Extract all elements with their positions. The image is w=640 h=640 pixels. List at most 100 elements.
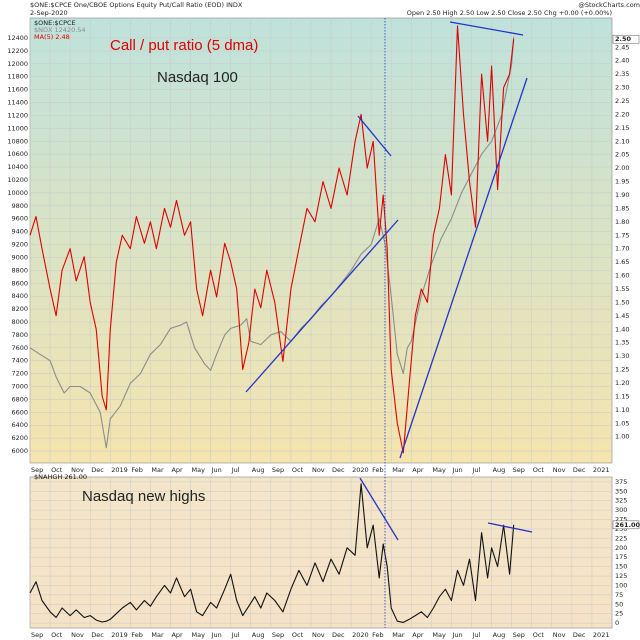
x-tick-label: Oct	[292, 631, 304, 639]
x-tick-label: Aug	[252, 631, 265, 639]
date: 2-Sep-2020	[30, 9, 68, 17]
x-tick-label: Apr	[171, 466, 183, 474]
y2-tick-label: 1.30	[615, 352, 629, 360]
legend-entry: MA(5) 2.48	[34, 33, 70, 41]
credit: @StockCharts.com	[578, 1, 640, 9]
series-line	[29, 25, 515, 454]
x-tick-label: Sep	[513, 466, 525, 474]
y-tick-label: 275	[615, 516, 627, 524]
y2-tick-label: 1.00	[615, 433, 629, 441]
x-tick-label: Sep	[31, 631, 43, 639]
x-tick-label: 2020	[352, 631, 369, 639]
y-tick-label: 150	[615, 563, 627, 571]
y-tick-label: 9800	[11, 202, 28, 210]
x-tick-label: Jul	[472, 631, 481, 639]
series-line	[29, 36, 515, 449]
y2-tick-label: 2.45	[615, 43, 629, 51]
x-tick-label: May	[432, 631, 446, 639]
x-tick-label: Mar	[151, 466, 164, 474]
y-tick-label: 10000	[7, 189, 28, 197]
x-tick-label: Feb	[372, 466, 384, 474]
x-tick-label: Sep	[272, 631, 284, 639]
y-tick-label: 10600	[7, 150, 28, 158]
y2-tick-label: 1.10	[615, 406, 629, 414]
trend-line	[449, 21, 524, 36]
x-tick-label: Nov	[312, 631, 325, 639]
y2-tick-label: 1.40	[615, 325, 629, 333]
y2-tick-label: 1.25	[615, 366, 629, 374]
trend-line	[399, 77, 528, 459]
y-tick-label: 7400	[11, 357, 28, 365]
y2-tick-label: 1.65	[615, 258, 629, 266]
x-tick-label: Jul	[231, 466, 240, 474]
x-tick-label: 2019	[111, 466, 128, 474]
x-tick-label: Apr	[171, 631, 183, 639]
x-tick-label: Apr	[412, 466, 424, 474]
y2-tick-label: 2.40	[615, 57, 629, 65]
y2-tick-label: 2.05	[615, 151, 629, 159]
trend-line	[359, 477, 399, 541]
x-tick-label: Jun	[451, 631, 462, 639]
y2-tick-label: 2.25	[615, 97, 629, 105]
x-tick-label: Mar	[392, 631, 405, 639]
y-tick-label: 175	[615, 553, 627, 561]
y-tick-label: 11400	[7, 99, 28, 107]
y2-tick-label: 1.55	[615, 285, 629, 293]
y-tick-label: 9600	[11, 215, 28, 223]
x-tick-label: Aug	[252, 466, 265, 474]
x-tick-label: Sep	[272, 466, 284, 474]
y2-tick-label: 1.95	[615, 178, 629, 186]
y-tick-label: 8800	[11, 266, 28, 274]
y-tick-label: 75	[615, 591, 623, 599]
last-badge	[612, 34, 640, 44]
x-tick-label: Dec	[573, 631, 586, 639]
x-tick-label: Sep	[31, 466, 43, 474]
y-tick-label: 50	[615, 600, 623, 608]
x-tick-label: Mar	[392, 466, 405, 474]
chart-title: $ONE:$CPCE One/CBOE Options Equity Put/C…	[30, 1, 243, 9]
y2-tick-label: 1.75	[615, 231, 629, 239]
y-tick-label: 7000	[11, 383, 28, 391]
x-tick-label: Aug	[493, 466, 506, 474]
y2-tick-label: 2.20	[615, 110, 629, 118]
y-tick-label: 6200	[11, 434, 28, 442]
y-tick-label: 7600	[11, 344, 28, 352]
y2-tick-label: 1.05	[615, 419, 629, 427]
y2-tick-label: 1.80	[615, 218, 629, 226]
x-tick-label: Aug	[493, 631, 506, 639]
x-tick-label: Sep	[513, 631, 525, 639]
x-tick-label: Oct	[51, 631, 63, 639]
x-tick-label: Jun	[451, 466, 462, 474]
x-tick-label: Dec	[91, 466, 104, 474]
y-tick-label: 6000	[11, 447, 28, 455]
y-tick-label: 11000	[7, 124, 28, 132]
y-tick-label: 0	[615, 619, 619, 627]
x-tick-label: Nov	[71, 631, 84, 639]
trend-line	[487, 522, 533, 533]
x-tick-label: May	[432, 466, 446, 474]
y2-tick-label: 1.85	[615, 204, 629, 212]
y-tick-label: 350	[615, 487, 627, 495]
trend-lines	[245, 21, 533, 541]
legend-title: $ONE:$CPCE	[34, 19, 76, 27]
top-panel	[29, 17, 613, 464]
x-tick-label: Nov	[553, 631, 566, 639]
x-tick-label: 2020	[352, 466, 369, 474]
quote: Open 2.50 High 2.50 Low 2.50 Close 2.50 …	[407, 9, 612, 17]
y-tick-label: 10800	[7, 137, 28, 145]
y-tick-label: 9000	[11, 253, 28, 261]
x-tick-label: Oct	[292, 466, 304, 474]
y-tick-label: 6400	[11, 421, 28, 429]
x-tick-label: Dec	[332, 466, 345, 474]
x-tick-label: Jun	[211, 631, 222, 639]
y-tick-label: 10200	[7, 176, 28, 184]
y2-tick-label: 1.45	[615, 312, 629, 320]
x-tick-label: May	[192, 466, 206, 474]
y2-tick-label: 1.50	[615, 298, 629, 306]
annotation: Call / put ratio (5 dma)	[110, 37, 258, 54]
x-tick-label: Dec	[573, 466, 586, 474]
legend-entry: $NAHGH 261.00	[34, 473, 87, 481]
x-tick-label: Nov	[312, 466, 325, 474]
x-tick-label: Oct	[533, 466, 545, 474]
